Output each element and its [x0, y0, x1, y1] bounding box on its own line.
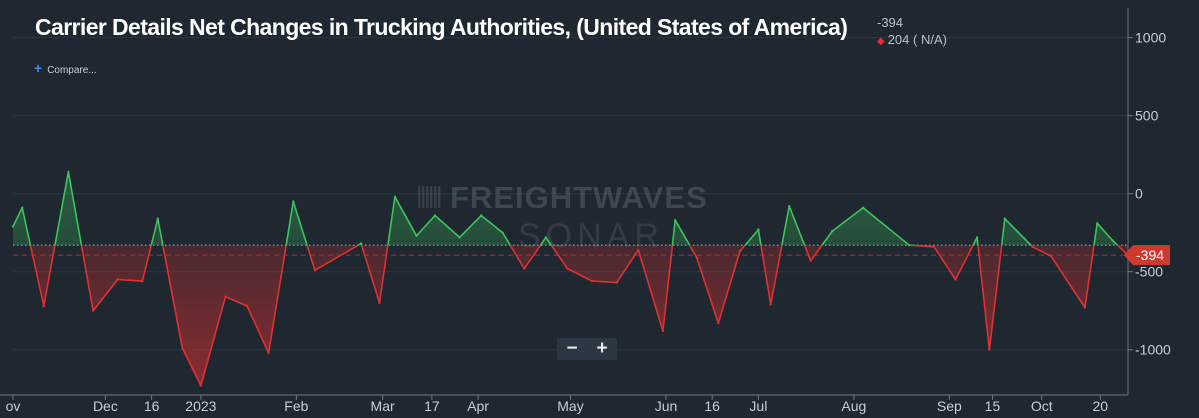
data-point [831, 229, 834, 233]
data-point [1111, 239, 1114, 242]
x-tick-label: Dec [93, 398, 118, 414]
x-tick-label: Mar [371, 398, 395, 414]
compare-label: Compare... [47, 65, 97, 76]
data-point [695, 256, 698, 259]
data-point [116, 278, 119, 281]
data-point [544, 236, 548, 239]
x-tick-label: 2023 [185, 398, 216, 414]
zoom-out-button[interactable]: − [566, 338, 578, 359]
data-point [141, 279, 144, 283]
y-tick-label: 1000 [1135, 30, 1166, 46]
data-point [378, 301, 381, 305]
data-point [292, 200, 295, 203]
zoom-in-button[interactable]: + [596, 338, 608, 359]
data-point [788, 205, 791, 208]
data-point [757, 228, 760, 231]
change-indicator: ◆ 204 ( N/A) [877, 32, 947, 47]
data-point [433, 214, 437, 217]
series-line-down [29, 245, 1129, 387]
zoom-controls: − + [557, 338, 617, 360]
y-tick-label: 0 [1135, 186, 1143, 202]
x-tick-label: ov [6, 398, 21, 414]
data-point [199, 384, 203, 387]
data-point [1096, 222, 1099, 225]
x-tick-label: Aug [841, 398, 866, 414]
data-point [566, 267, 569, 270]
compare-button[interactable]: + Compare... [34, 60, 97, 76]
x-tick-label: 16 [144, 398, 160, 414]
data-point [809, 259, 812, 262]
data-point [523, 267, 526, 270]
x-tick-label: 20 [1092, 398, 1108, 414]
data-point [975, 236, 979, 239]
data-point [932, 245, 936, 248]
data-point [67, 170, 70, 174]
data-point [313, 269, 317, 272]
data-point [590, 279, 594, 283]
y-tick-label: 500 [1135, 108, 1159, 124]
y-tick-label: -1000 [1135, 342, 1171, 358]
data-point [181, 347, 184, 350]
x-tick-label: Oct [1031, 398, 1053, 414]
data-point [11, 225, 15, 228]
last-value-badge: -394 [1124, 245, 1170, 266]
data-point [267, 351, 270, 355]
data-point [615, 281, 618, 284]
data-point [908, 244, 911, 247]
area-below-baseline [13, 245, 1128, 386]
x-tick-label: Jun [655, 398, 678, 414]
data-point [415, 234, 418, 237]
data-point [1031, 245, 1034, 248]
data-point [988, 348, 991, 351]
data-point [501, 231, 504, 234]
data-point [21, 206, 24, 209]
down-diamond-icon: ◆ [877, 36, 885, 47]
data-point [954, 278, 957, 281]
data-point [458, 236, 461, 239]
data-point [1049, 254, 1053, 258]
plus-icon: + [34, 60, 43, 76]
change-value: 204 ( N/A) [887, 32, 947, 47]
y-tick-label: -500 [1135, 264, 1163, 280]
x-tick-label: May [557, 398, 583, 414]
data-point [861, 206, 865, 209]
badge-shape [1124, 245, 1170, 266]
data-point [224, 295, 227, 298]
x-tick-label: Apr [467, 398, 489, 414]
data-point [637, 248, 640, 252]
x-tick-label: 15 [985, 398, 1001, 414]
chart-title: Carrier Details Net Changes in Trucking … [35, 14, 848, 40]
badge-label: -394 [1136, 247, 1164, 263]
latest-value: -394 [877, 15, 904, 30]
data-point [42, 304, 45, 308]
x-tick-label: Sep [937, 398, 962, 414]
data-point [245, 304, 249, 308]
data-point [1003, 217, 1006, 220]
watermark-line1: FREIGHTWAVES [450, 180, 708, 215]
data-point [359, 242, 363, 245]
data-point [717, 322, 720, 325]
data-point [661, 329, 665, 333]
data-point [156, 217, 159, 220]
data-point [738, 250, 742, 253]
data-point [480, 214, 483, 217]
data-point [393, 195, 397, 198]
x-tick-label: Feb [284, 398, 308, 414]
x-tick-label: 17 [424, 398, 440, 414]
data-point [769, 303, 772, 306]
freightwaves-logo-icon [418, 186, 441, 208]
data-point [91, 309, 95, 312]
x-tick-label: Jul [749, 398, 767, 414]
data-point [674, 219, 677, 222]
data-point [1083, 306, 1087, 309]
x-tick-label: 16 [704, 398, 720, 414]
area-above-baseline [13, 171, 1118, 246]
